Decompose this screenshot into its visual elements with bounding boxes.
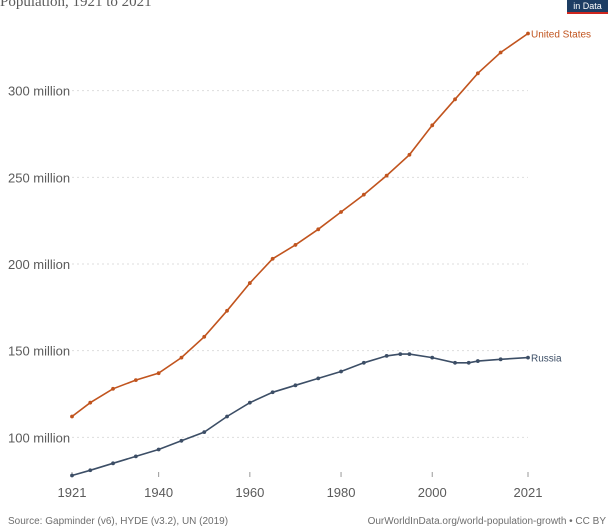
russia-point[interactable] [407, 352, 412, 357]
y-tick-label: 100 million [8, 430, 70, 445]
russia-point[interactable] [466, 360, 471, 365]
y-tick-label: 150 million [8, 344, 70, 359]
series-lines [70, 31, 530, 478]
russia-point[interactable] [225, 414, 229, 419]
united-states-point[interactable] [361, 192, 366, 197]
russia-point[interactable] [526, 355, 530, 360]
united-states-point[interactable] [339, 210, 343, 214]
united-states-point[interactable] [453, 97, 457, 102]
x-tick-label: 1980 [327, 485, 356, 500]
russia-point[interactable] [453, 360, 457, 365]
russia-point[interactable] [202, 430, 207, 435]
x-tick-label: 2000 [418, 485, 447, 500]
united-states-point[interactable] [316, 227, 321, 232]
russia-point[interactable] [133, 454, 138, 459]
united-states-point[interactable] [526, 31, 530, 36]
russia-point[interactable] [398, 352, 403, 357]
united-states-point[interactable] [179, 355, 184, 360]
x-axis-tick-labels: 1921 1940 1960 1980 2000 2021 [58, 472, 543, 500]
russia-point[interactable] [247, 400, 252, 405]
series-labels: United States Russia [531, 29, 591, 364]
y-tick-label: 200 million [8, 257, 70, 272]
russia-point[interactable] [316, 376, 321, 381]
y-tick-label: 250 million [8, 170, 70, 185]
y-axis-tick-labels: 100 million 150 million 200 million 250 mil… [8, 84, 70, 446]
x-tick-label: 1921 [58, 485, 87, 500]
united-states-point[interactable] [225, 308, 229, 313]
russia-point[interactable] [361, 360, 366, 365]
united-states-point[interactable] [498, 50, 503, 55]
united-states-label: United States [531, 29, 591, 40]
united-states-point[interactable] [475, 71, 480, 76]
russia-point[interactable] [70, 473, 74, 478]
united-states-point[interactable] [156, 371, 161, 376]
united-states-line[interactable] [71, 32, 529, 418]
x-tick-label: 2021 [514, 485, 543, 500]
russia-point[interactable] [475, 359, 480, 363]
russia-point[interactable] [270, 390, 275, 395]
united-states-point[interactable] [384, 173, 389, 178]
license-link[interactable]: OurWorldInData.org/world-population-grow… [367, 516, 606, 527]
united-states-point[interactable] [88, 400, 93, 405]
russia-point[interactable] [88, 468, 93, 473]
owid-logo[interactable]: in Data [567, 0, 608, 14]
united-states-point[interactable] [247, 281, 252, 285]
united-states-point[interactable] [430, 123, 435, 128]
united-states-point[interactable] [270, 256, 275, 261]
united-states-point[interactable] [70, 414, 74, 419]
russia-line[interactable] [71, 353, 529, 477]
chart-subtitle: Population, 1921 to 2021 [0, 0, 152, 10]
united-states-point[interactable] [111, 386, 115, 391]
russia-point[interactable] [430, 355, 435, 360]
russia-point[interactable] [111, 461, 115, 466]
united-states-point[interactable] [407, 152, 412, 157]
russia-label: Russia [531, 354, 562, 365]
russia-point[interactable] [293, 383, 298, 388]
russia-point[interactable] [179, 438, 184, 443]
united-states-point[interactable] [202, 334, 207, 339]
russia-point[interactable] [498, 357, 503, 362]
source-note: Source: Gapminder (v6), HYDE (v3.2), UN … [8, 516, 229, 527]
grid-lines [72, 90, 528, 438]
y-tick-label: 300 million [8, 84, 70, 99]
russia-point[interactable] [156, 447, 161, 452]
russia-point[interactable] [339, 369, 343, 374]
russia-point[interactable] [384, 353, 389, 358]
united-states-point[interactable] [133, 378, 138, 383]
x-tick-label: 1940 [144, 485, 173, 500]
x-tick-label: 1960 [235, 485, 264, 500]
united-states-point[interactable] [293, 243, 298, 247]
